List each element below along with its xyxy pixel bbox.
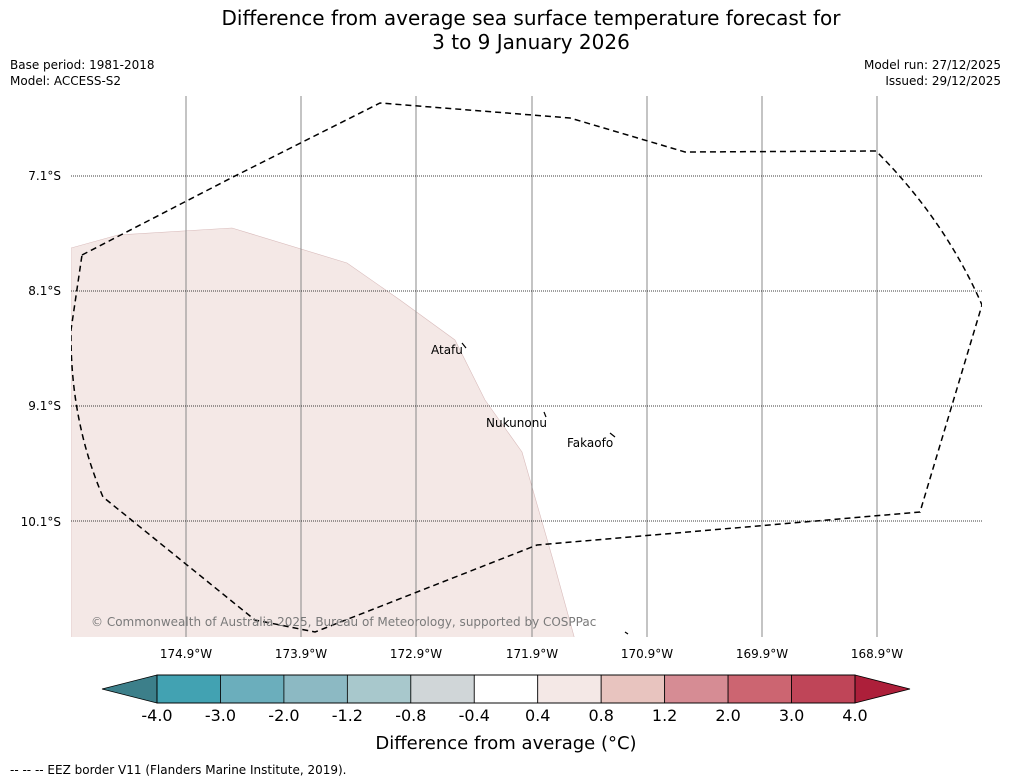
atafu-island-shape (461, 342, 467, 349)
eez-border (71, 102, 982, 633)
place-label-nukunonu: Nukunonu (486, 416, 547, 430)
place-labels: Atafu Nukunonu Fakaofo (431, 343, 613, 450)
model-run: Model run: 27/12/2025 (863, 58, 1001, 72)
colorbar: -4.0 -3.0 -2.0 -1.2 -0.8 -0.4 0.4 0.8 1.2 2.0 3.0 4… (101, 674, 911, 754)
colorbar-box (600, 674, 666, 704)
meta-left: Base period: 1981-2018 Model: ACCESS-S2 (10, 57, 155, 89)
colorbar-tick-label: -2.0 (268, 706, 299, 725)
sst-anomaly-shading (71, 227, 575, 637)
colorbar-under-arrow (101, 674, 158, 704)
colorbar-outline (156, 674, 856, 704)
colorbar-box (346, 674, 412, 704)
meridian-lines (185, 96, 878, 637)
colorbar-box (473, 674, 539, 704)
lat-label: 8.1°S (28, 284, 61, 298)
lon-label: 174.9°W (160, 647, 212, 661)
colorbar-tick-label: 0.4 (525, 706, 550, 725)
colorbar-tick-label: -0.4 (459, 706, 490, 725)
longitude-labels: 174.9°W 173.9°W 172.9°W 171.9°W 170.9°W … (160, 647, 903, 661)
lon-label: 171.9°W (506, 647, 558, 661)
colorbar-box (410, 674, 475, 704)
colorbar-box (727, 674, 792, 704)
colorbar-tick-label: 2.0 (715, 706, 740, 725)
nukunonu-island-shape (543, 411, 547, 418)
colorbar-over-arrow (854, 674, 911, 704)
colorbar-box (664, 674, 729, 704)
colorbar-tick-label: 1.2 (652, 706, 677, 725)
colorbar-tick-label: -1.2 (332, 706, 363, 725)
latitude-labels: 7.1°S 8.1°S 9.1°S 10.1°S (21, 169, 61, 529)
colorbar-box (156, 674, 221, 704)
model-name: Model: ACCESS-S2 (10, 74, 122, 88)
lon-label: 170.9°W (621, 647, 673, 661)
colorbar-boxes (156, 674, 856, 704)
base-period: Base period: 1981-2018 (10, 58, 155, 72)
colorbar-tick-label: 0.8 (588, 706, 613, 725)
lat-label: 9.1°S (28, 399, 61, 413)
colorbar-box (283, 674, 348, 704)
colorbar-box (537, 674, 602, 704)
fakaofo-island-shape (609, 432, 616, 438)
lat-label: 10.1°S (21, 515, 61, 529)
map-title: Difference from average sea surface temp… (0, 6, 1011, 54)
colorbar-label: Difference from average (°C) (375, 733, 636, 754)
title-line-1: Difference from average sea surface temp… (221, 6, 841, 30)
lon-label: 169.9°W (736, 647, 788, 661)
title-line-2: 3 to 9 January 2026 (432, 30, 630, 54)
lon-label: 172.9°W (390, 647, 442, 661)
map-area: Atafu Nukunonu Fakaofo © Commonwealth of… (71, 96, 982, 637)
colorbar-tick-label: 3.0 (779, 706, 804, 725)
colorbar-tick-label: 4.0 (842, 706, 867, 725)
colorbar-box (220, 674, 285, 704)
place-label-fakaofo: Fakaofo (567, 436, 613, 450)
meta-right: Model run: 27/12/2025 Issued: 29/12/2025 (864, 57, 1001, 89)
colorbar-tick-labels: -4.0 -3.0 -2.0 -1.2 -0.8 -0.4 0.4 0.8 1.2 2.0 3.0 4… (141, 706, 867, 725)
place-label-atafu: Atafu (431, 343, 463, 357)
small-island-shape (624, 631, 629, 635)
lon-label: 173.9°W (275, 647, 327, 661)
colorbar-tick-label: -4.0 (141, 706, 172, 725)
colorbar-tick-label: -3.0 (205, 706, 236, 725)
lat-label: 7.1°S (28, 169, 61, 183)
footer-legend: -- -- -- EEZ border V11 (Flanders Marine… (10, 763, 347, 777)
island-markers (461, 342, 629, 635)
copyright-text: © Commonwealth of Australia 2025, Bureau… (91, 615, 596, 629)
colorbar-box (791, 674, 856, 704)
lon-label: 168.9°W (851, 647, 903, 661)
issued-date: Issued: 29/12/2025 (885, 74, 1001, 88)
colorbar-tick-label: -0.8 (395, 706, 426, 725)
